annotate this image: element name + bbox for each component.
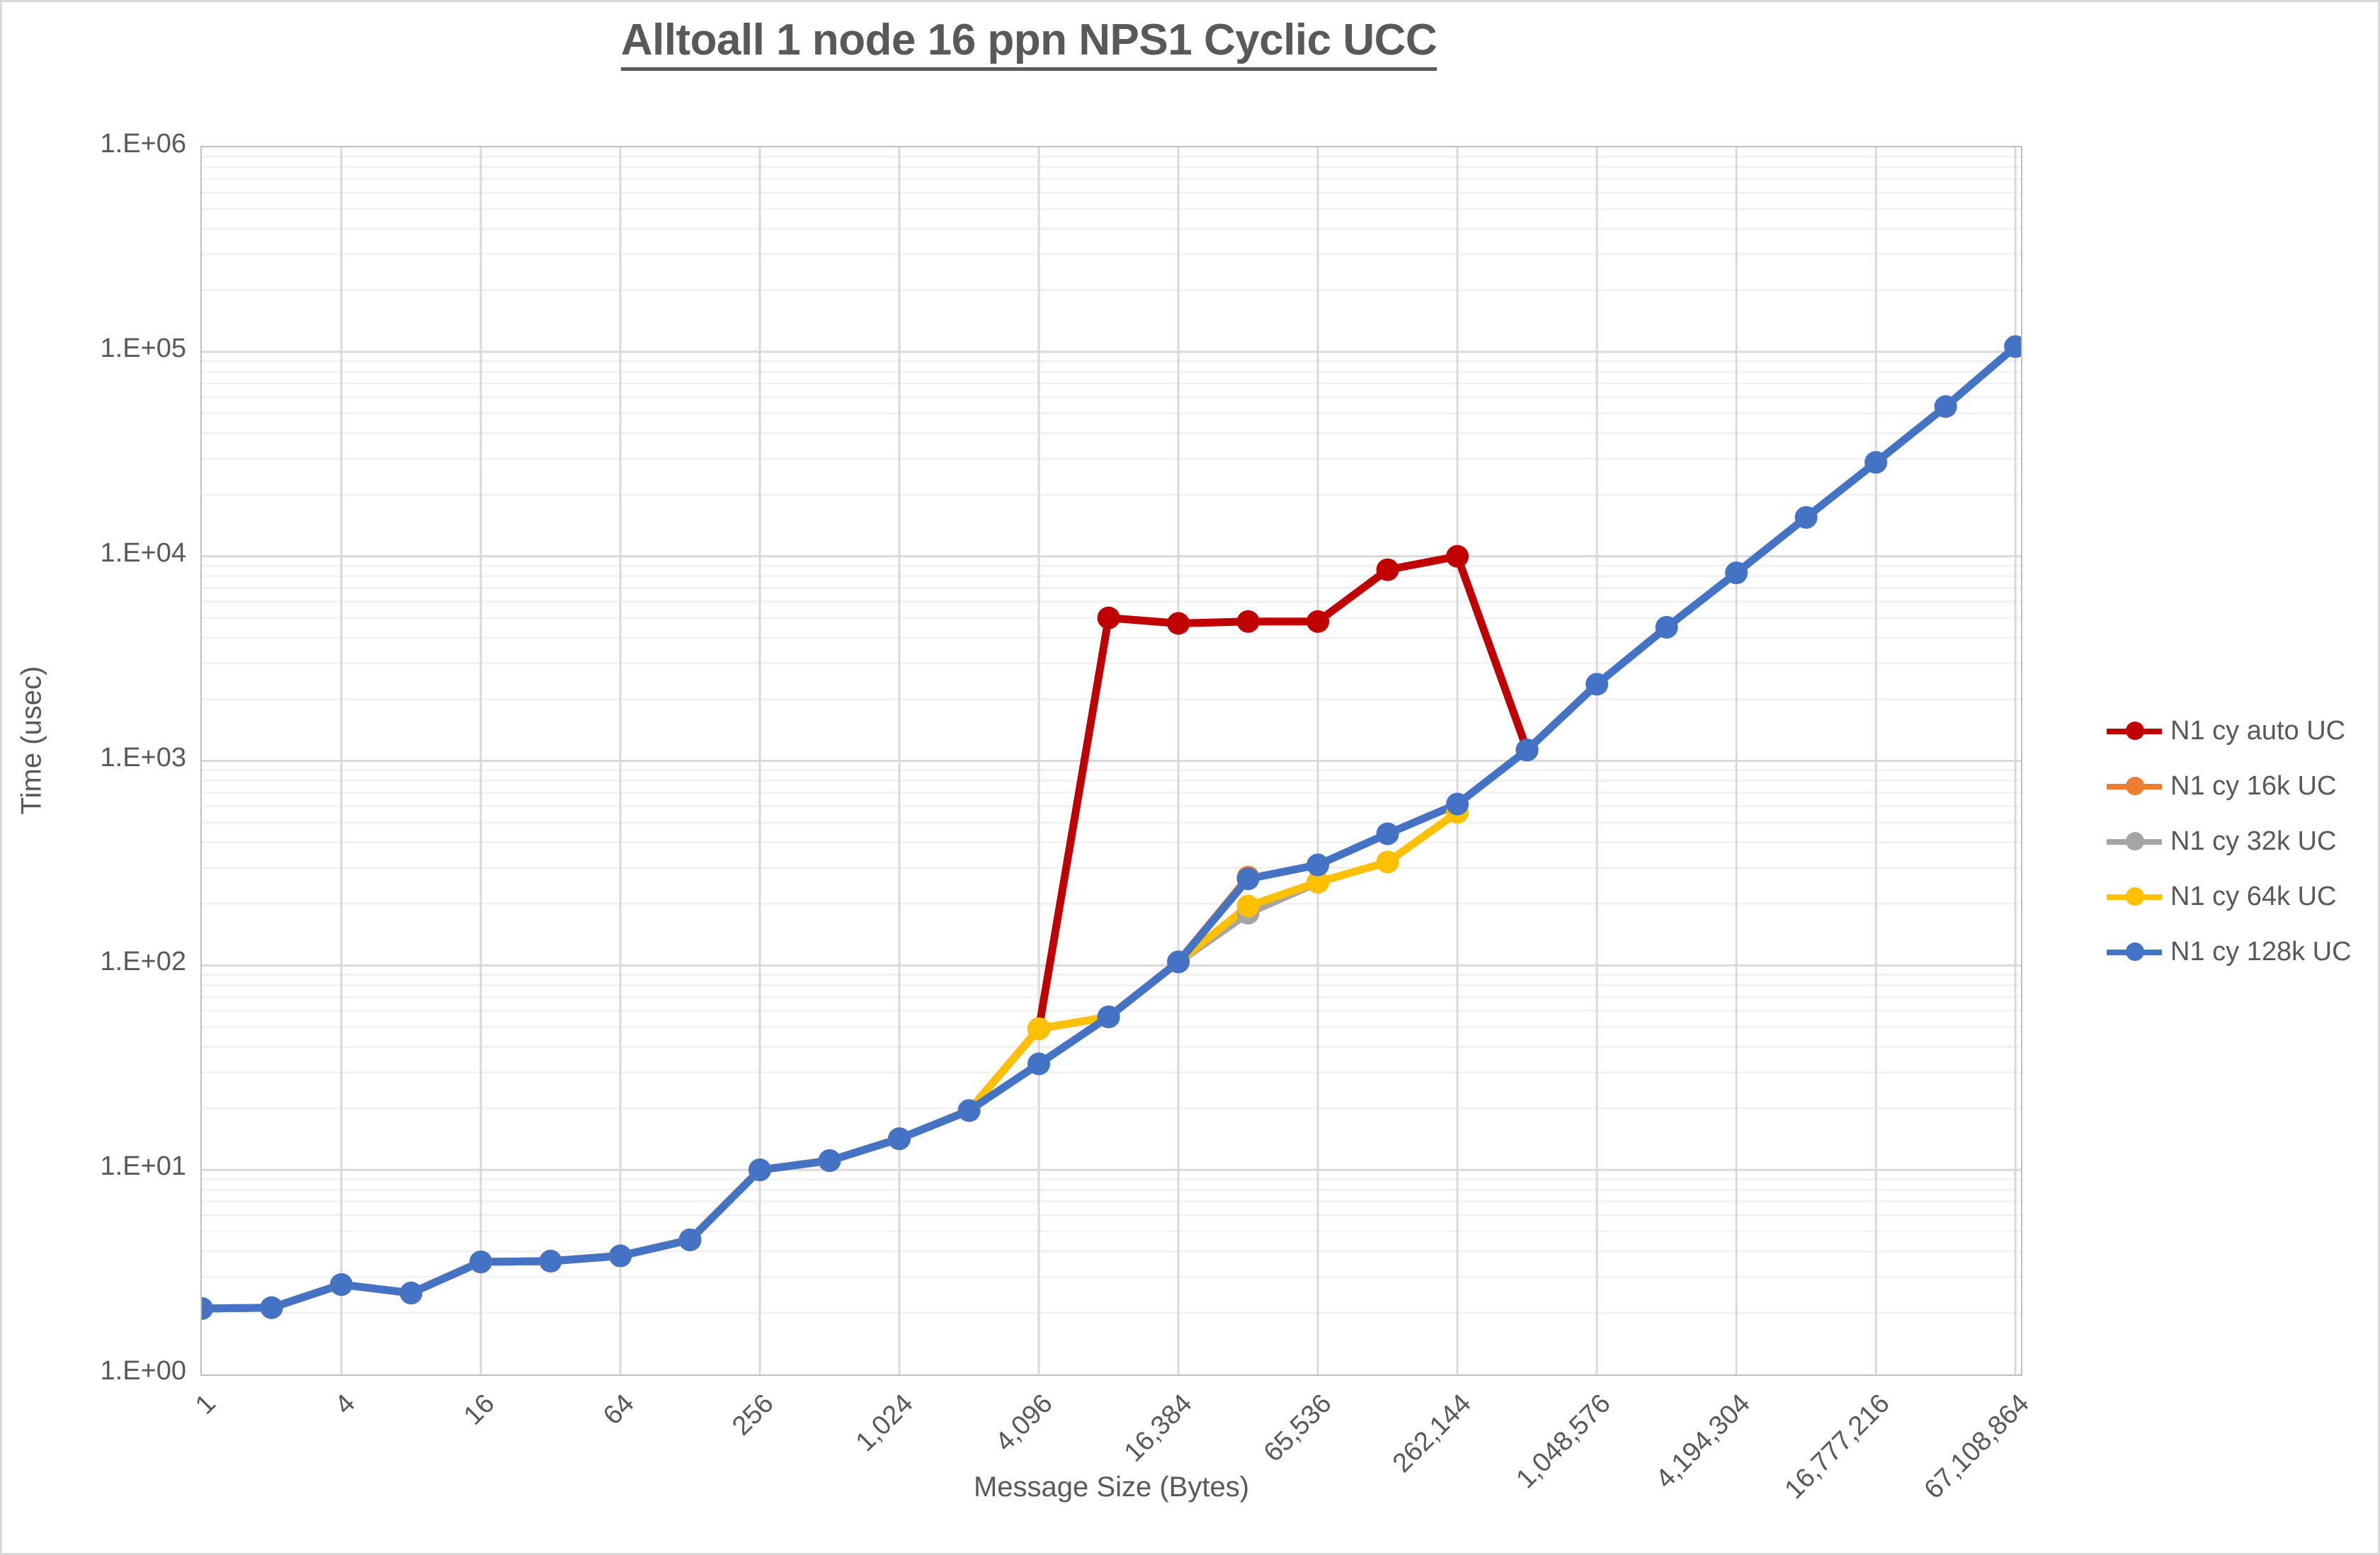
data-point (818, 1149, 841, 1173)
data-point (1376, 822, 1399, 845)
legend-swatch-icon (2107, 831, 2162, 851)
y-tick-label: 1.E+00 (100, 1356, 187, 1386)
data-point (1167, 950, 1190, 974)
legend-label: N1 cy 128k UC (2170, 936, 2352, 967)
data-point (330, 1273, 353, 1297)
data-point (1027, 1052, 1051, 1076)
data-point (1376, 558, 1399, 581)
legend-item[interactable]: N1 cy 32k UC (2107, 814, 2369, 869)
x-tick-label: 4 (329, 1389, 361, 1420)
legend-label: N1 cy 64k UC (2170, 881, 2337, 911)
y-tick-label: 1.E+03 (100, 742, 187, 773)
data-point (1306, 610, 1330, 633)
legend-swatch-icon (2107, 887, 2162, 906)
chart-title: Alltoall 1 node 16 ppn NPS1 Cyclic UCC (2, 15, 2056, 71)
series-line-4 (202, 343, 2020, 1313)
legend-item[interactable]: N1 cy auto UC (2107, 703, 2369, 758)
data-point (888, 1127, 911, 1151)
x-tick-label: 16,777,216 (1779, 1389, 1896, 1505)
data-point (1167, 612, 1190, 635)
x-tick-label: 1 (190, 1389, 222, 1420)
data-point (1306, 853, 1330, 877)
legend-marker-icon (2126, 942, 2144, 961)
chart-title-text: Alltoall 1 node 16 ppn NPS1 Cyclic UCC (620, 16, 1437, 71)
data-point (1446, 792, 1469, 816)
data-point (1794, 506, 1818, 529)
data-point (1236, 610, 1260, 633)
data-point (1236, 867, 1260, 891)
x-tick-label: 262,144 (1387, 1389, 1477, 1479)
legend-item[interactable]: N1 cy 128k UC (2107, 924, 2369, 979)
x-tick-label: 1,024 (850, 1389, 919, 1457)
data-point (1306, 870, 1330, 894)
data-point (1097, 606, 1120, 630)
data-point (1515, 739, 1539, 762)
plot-area (200, 146, 2022, 1376)
y-tick-label: 1.E+02 (100, 947, 187, 977)
x-tick-label: 67,108,864 (1918, 1389, 2035, 1505)
x-tick-label: 4,194,304 (1650, 1389, 1756, 1495)
legend-swatch-icon (2107, 776, 2162, 796)
data-point (1655, 615, 1678, 639)
x-tick-label: 65,536 (1258, 1389, 1338, 1468)
minor-gridlines (202, 155, 2021, 1314)
legend-marker-icon (2126, 722, 2144, 740)
data-point (202, 1297, 213, 1320)
legend-swatch-icon (2107, 942, 2162, 962)
data-point (1097, 1006, 1120, 1029)
legend-marker-icon (2126, 832, 2144, 850)
data-point (1376, 850, 1399, 874)
y-tick-label: 1.E+06 (100, 129, 187, 159)
data-point (1446, 545, 1469, 568)
data-point (678, 1228, 702, 1251)
series-line-1 (202, 873, 1253, 1313)
x-axis-title: Message Size (Bytes) (973, 1471, 1250, 1503)
series-line-3 (202, 808, 1462, 1313)
legend-item[interactable]: N1 cy 16k UC (2107, 758, 2369, 814)
x-tick-label: 64 (598, 1389, 640, 1431)
data-point (399, 1282, 423, 1305)
data-point (469, 1251, 493, 1274)
x-tick-label: 16,384 (1118, 1389, 1198, 1468)
legend-marker-icon (2126, 777, 2144, 795)
data-point (1236, 894, 1260, 918)
data-point (1934, 395, 1957, 418)
data-point (748, 1158, 772, 1182)
y-axis-title: Time (usec) (16, 666, 47, 815)
legend-label: N1 cy 32k UC (2170, 826, 2337, 856)
legend-item[interactable]: N1 cy 64k UC (2107, 869, 2369, 924)
data-point (957, 1099, 981, 1122)
data-point (539, 1250, 562, 1273)
legend-label: N1 cy 16k UC (2170, 770, 2337, 801)
plot-svg (202, 147, 2021, 1374)
x-tick-label: 1,048,576 (1510, 1389, 1617, 1495)
y-tick-label: 1.E+05 (100, 333, 187, 363)
y-tick-label: 1.E+04 (100, 537, 187, 568)
series-lines (202, 343, 2020, 1313)
data-point (1027, 1017, 1051, 1040)
data-point (1725, 562, 1748, 585)
y-tick-label: 1.E+01 (100, 1151, 187, 1182)
series-markers (202, 335, 2021, 1320)
vertical-gridlines (340, 147, 2017, 1374)
legend-marker-icon (2126, 887, 2144, 906)
legend-label: N1 cy auto UC (2170, 715, 2346, 746)
data-point (2004, 335, 2021, 358)
x-tick-label: 16 (458, 1389, 501, 1431)
legend-swatch-icon (2107, 721, 2162, 741)
x-tick-label: 4,096 (989, 1389, 1059, 1457)
chart-legend: N1 cy auto UC N1 cy 16k UC N1 cy 32k UC N1 … (2107, 703, 2369, 979)
x-tick-label: 256 (727, 1389, 780, 1442)
horizontal-gridlines (202, 351, 2021, 1171)
data-point (1864, 450, 1888, 474)
data-point (609, 1244, 632, 1268)
series-line-0 (202, 552, 1532, 1313)
data-point (1585, 673, 1609, 696)
data-point (260, 1296, 283, 1319)
